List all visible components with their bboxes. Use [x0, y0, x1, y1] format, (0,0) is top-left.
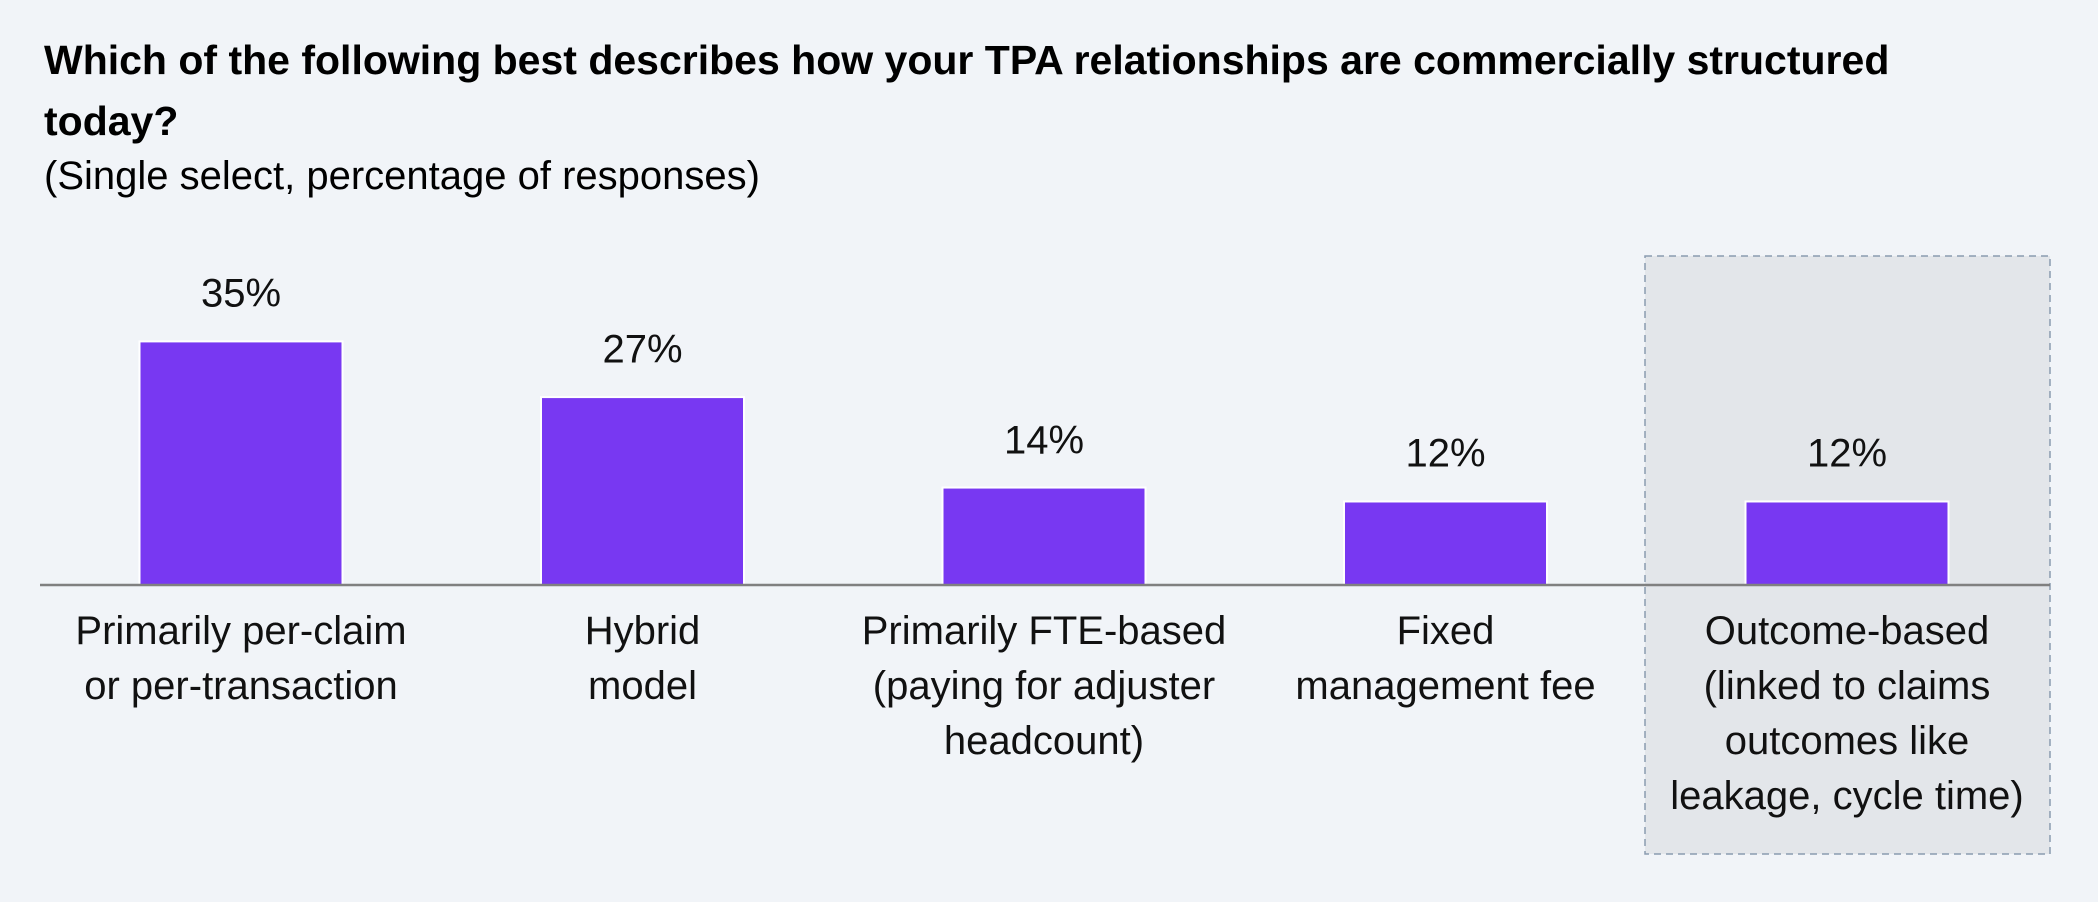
x-tick-label: Fixed management fee [1295, 609, 1596, 708]
chart-subtitle: (Single select, percentage of responses) [44, 154, 760, 198]
x-tick-label: Primarily per-claim or per-transaction [75, 609, 407, 708]
highlight-box [1644, 255, 2051, 855]
value-label: 12% [1806, 431, 1888, 476]
bar [1744, 500, 1950, 587]
value-label: 12% [1405, 431, 1486, 476]
x-tick-label: Outcome-based (linked to claims outcomes… [1670, 609, 2024, 818]
bar [540, 396, 745, 586]
value-label: 27% [602, 327, 683, 372]
x-tick-label: Primarily FTE-based (paying for adjuster… [861, 609, 1227, 763]
value-label: 35% [200, 271, 282, 316]
chart-title: Which of the following best describes ho… [44, 37, 1890, 144]
bar [1343, 500, 1548, 587]
bar [138, 340, 344, 586]
bar [941, 486, 1147, 586]
x-tick-label: Hybrid model [584, 609, 701, 708]
value-label: 14% [1003, 418, 1085, 463]
